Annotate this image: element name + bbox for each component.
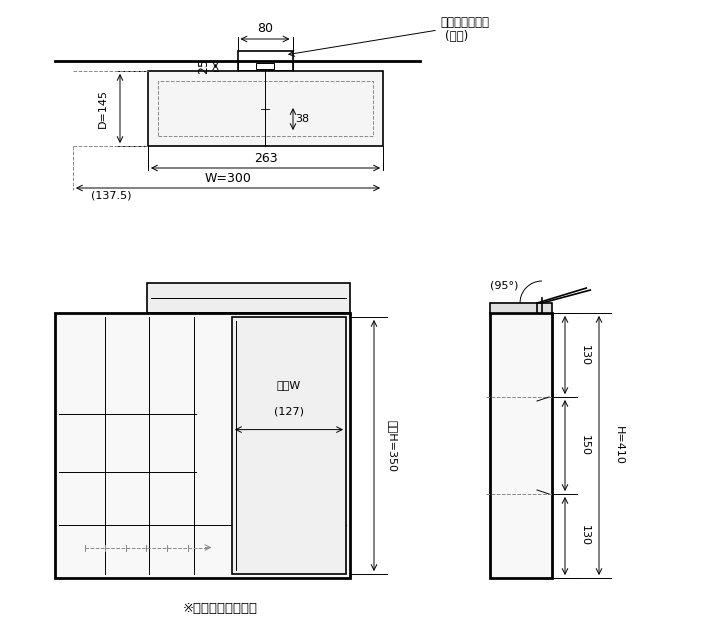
Text: D=145: D=145 <box>98 89 108 128</box>
Bar <box>490 313 552 578</box>
Text: (127): (127) <box>274 406 304 416</box>
Text: (95°): (95°) <box>490 280 518 290</box>
Circle shape <box>142 570 145 574</box>
Bar <box>238 51 292 71</box>
Text: 130: 130 <box>580 345 590 366</box>
Bar <box>158 81 373 136</box>
Text: (137.5): (137.5) <box>91 191 131 201</box>
Text: 25: 25 <box>197 58 210 74</box>
Text: 38: 38 <box>295 114 309 124</box>
Text: 263: 263 <box>253 153 277 165</box>
Bar <box>147 283 350 313</box>
Bar <box>148 71 383 146</box>
Text: ※図は左開きの場合: ※図は左開きの場合 <box>182 602 258 614</box>
Text: 130: 130 <box>580 525 590 546</box>
Text: 開口H=350: 開口H=350 <box>387 420 397 471</box>
Text: 開口W: 開口W <box>277 380 301 389</box>
Circle shape <box>259 570 264 574</box>
Bar <box>256 63 274 69</box>
Text: 取付ブラケット: 取付ブラケット <box>440 17 489 29</box>
Bar <box>55 313 350 578</box>
Text: (付属): (付属) <box>445 29 468 43</box>
Text: W=300: W=300 <box>204 172 251 186</box>
Text: H=410: H=410 <box>614 426 624 465</box>
Bar <box>232 317 346 574</box>
Circle shape <box>200 570 204 574</box>
Bar <box>490 303 552 313</box>
Text: 150: 150 <box>580 435 590 456</box>
Text: 80: 80 <box>257 22 273 36</box>
